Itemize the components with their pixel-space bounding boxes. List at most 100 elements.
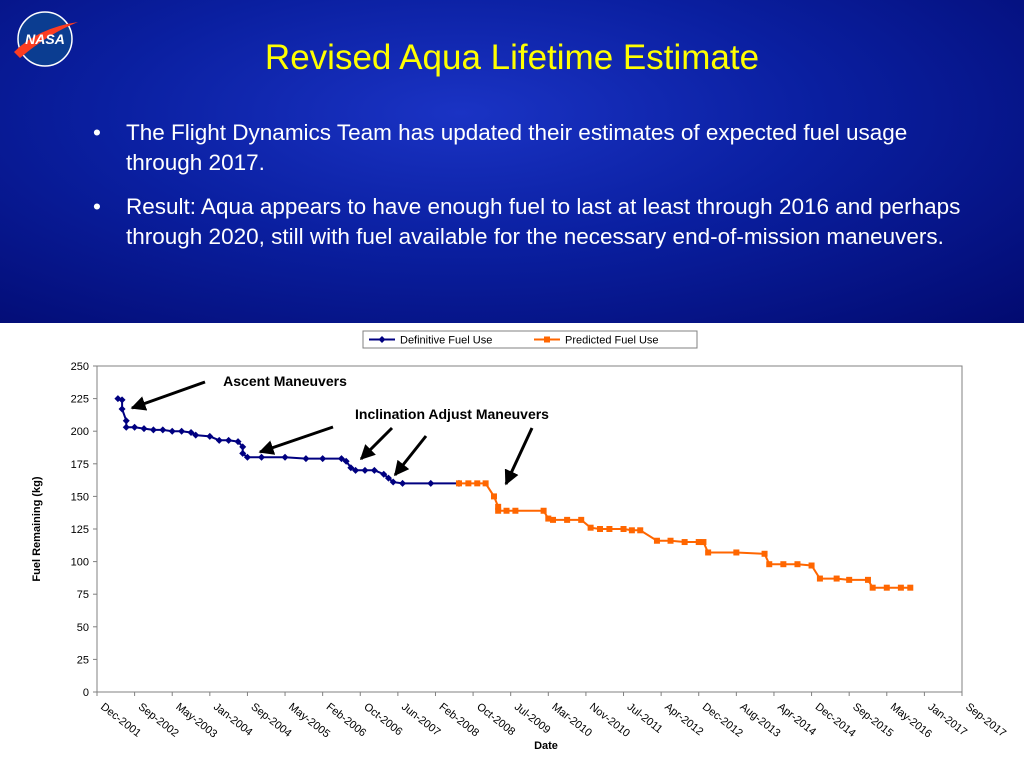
marker: [140, 425, 148, 433]
marker: [281, 453, 289, 461]
x-tick-label: Jul-2009: [512, 701, 553, 736]
marker: [761, 550, 768, 557]
plot-area: [96, 365, 963, 693]
y-axis-label: Fuel Remaining (kg): [31, 476, 43, 581]
marker: [455, 480, 462, 487]
marker: [389, 478, 397, 486]
x-tick-label: Sep-2002: [136, 701, 181, 740]
x-tick-label: Nov-2010: [587, 701, 632, 740]
bullet: Result: Aqua appears to have enough fuel…: [93, 192, 976, 252]
marker: [465, 480, 472, 487]
y-tick-label: 100: [71, 557, 89, 569]
y-tick-label: 75: [77, 589, 89, 601]
x-tick-label: May-2005: [286, 701, 332, 741]
arrow: [130, 380, 206, 411]
x-tick-label: Sep-2015: [850, 701, 895, 740]
marker: [474, 480, 481, 487]
x-tick-label: Oct-2008: [474, 701, 517, 738]
marker: [733, 549, 740, 556]
marker: [239, 443, 247, 451]
marker: [705, 549, 712, 556]
arrow: [504, 427, 534, 486]
marker: [833, 575, 840, 582]
marker: [302, 455, 310, 463]
marker: [225, 436, 233, 444]
marker: [883, 584, 890, 591]
x-tick-label: Feb-2006: [324, 701, 368, 739]
marker: [361, 466, 369, 474]
x-tick-label: Sep-2017: [963, 701, 1008, 740]
marker: [347, 464, 355, 472]
y-tick-label: 225: [71, 394, 89, 406]
marker: [907, 584, 914, 591]
annotation: Ascent Maneuvers: [223, 373, 347, 389]
x-tick-label: Oct-2006: [361, 701, 404, 738]
x-tick-label: May-2016: [888, 701, 934, 741]
marker: [131, 423, 139, 431]
marker: [628, 527, 635, 534]
marker: [342, 457, 350, 465]
marker: [384, 474, 392, 482]
marker: [352, 466, 360, 474]
marker: [794, 561, 801, 568]
marker: [206, 432, 214, 440]
slide-title: Revised Aqua Lifetime Estimate: [264, 38, 760, 77]
y-tick-label: 0: [83, 687, 89, 699]
x-tick-label: Feb-2008: [437, 701, 481, 739]
marker: [118, 405, 126, 413]
marker: [168, 427, 176, 435]
marker: [370, 466, 378, 474]
x-tick-label: May-2003: [173, 701, 219, 741]
legend-label: Predicted Fuel Use: [565, 335, 659, 347]
marker: [159, 426, 167, 434]
y-tick-label: 25: [77, 654, 89, 666]
series-line: [459, 482, 911, 589]
marker: [495, 507, 502, 514]
marker: [490, 493, 497, 500]
marker: [319, 455, 327, 463]
marker: [637, 527, 644, 534]
marker: [187, 429, 195, 437]
y-tick-label: 250: [71, 361, 89, 373]
marker: [122, 423, 130, 431]
marker: [766, 561, 773, 568]
marker: [118, 396, 126, 404]
legend-label: Definitive Fuel Use: [400, 335, 492, 347]
arrow: [258, 425, 334, 455]
legend-marker: [544, 336, 550, 343]
marker: [482, 480, 489, 487]
arrow: [359, 426, 394, 461]
bullet-list: The Flight Dynamics Team has updated the…: [93, 118, 976, 266]
y-tick-label: 150: [71, 491, 89, 503]
slide-header: NASA Revised Aqua Lifetime Estimate The …: [0, 0, 1024, 323]
marker: [846, 576, 853, 583]
x-tick-label: Dec-2001: [98, 701, 143, 740]
marker: [587, 524, 594, 531]
marker: [606, 526, 613, 532]
marker: [380, 470, 388, 478]
marker: [620, 526, 627, 532]
x-tick-label: Jun-2007: [399, 701, 443, 739]
bullet: The Flight Dynamics Team has updated the…: [93, 118, 976, 178]
marker: [337, 455, 345, 463]
marker: [564, 516, 571, 523]
marker: [495, 503, 502, 510]
legend-marker: [378, 336, 386, 343]
marker: [243, 453, 251, 461]
x-tick-label: Dec-2012: [700, 701, 745, 740]
arrow: [393, 435, 428, 477]
annotation: Inclination Adjust Maneuvers: [355, 406, 549, 422]
marker: [149, 426, 157, 434]
y-tick-label: 125: [71, 524, 89, 536]
logo-text: NASA: [25, 31, 65, 47]
marker: [695, 539, 702, 546]
legend-box: [362, 330, 698, 349]
x-axis-label: Date: [534, 740, 558, 752]
x-tick-label: Sep-2004: [249, 701, 294, 740]
marker: [780, 561, 787, 568]
marker: [897, 584, 904, 591]
marker: [869, 584, 876, 591]
x-tick-label: Apr-2014: [775, 701, 818, 738]
marker: [234, 438, 242, 446]
